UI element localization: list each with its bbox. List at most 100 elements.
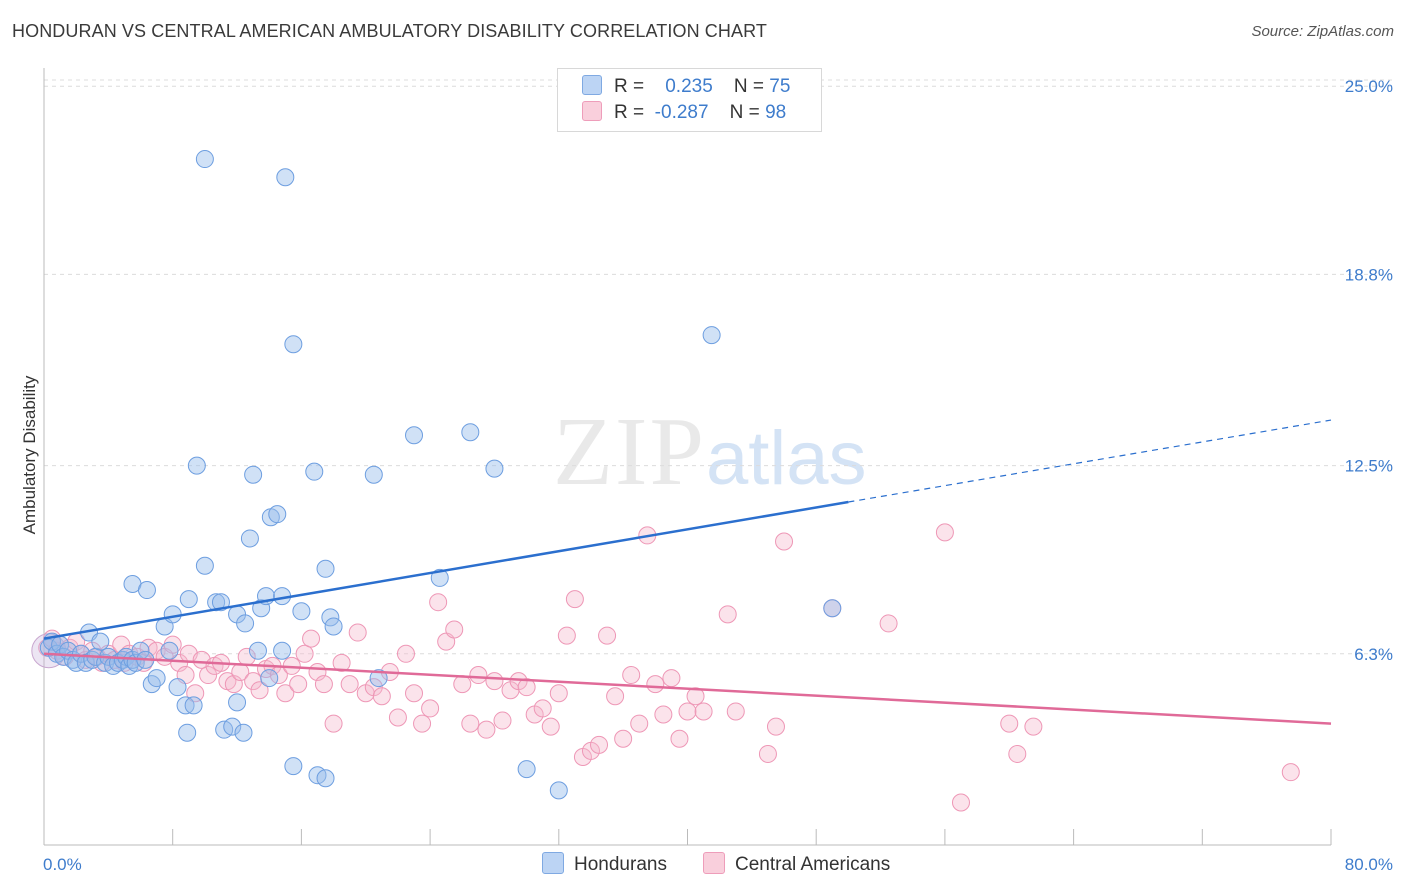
central-american-point xyxy=(935,523,954,542)
legend-n-value-hondurans: 75 xyxy=(769,76,791,97)
central-american-point xyxy=(951,793,970,812)
central-american-point xyxy=(517,678,536,697)
central-american-point xyxy=(766,717,785,736)
honduran-point xyxy=(823,599,842,618)
central-american-point xyxy=(686,687,705,706)
central-american-point xyxy=(557,626,576,645)
honduran-point xyxy=(168,678,187,697)
central-american-point xyxy=(332,653,351,672)
honduran-point xyxy=(284,757,303,776)
bottom-legend-swatch-central-americans xyxy=(703,852,725,874)
honduran-point xyxy=(178,723,197,742)
bottom-legend-label-hondurans: Hondurans xyxy=(574,854,667,875)
chart-title: HONDURAN VS CENTRAL AMERICAN AMBULATORY … xyxy=(12,21,767,41)
central-american-point xyxy=(662,669,681,688)
central-american-point xyxy=(340,675,359,694)
central-american-point xyxy=(670,729,689,748)
honduran-point xyxy=(369,669,388,688)
y-tick-label: 25.0% xyxy=(1345,77,1393,96)
x-max-label: 80.0% xyxy=(1345,855,1393,874)
hondurans-points xyxy=(39,150,842,800)
central-american-point xyxy=(654,705,673,724)
watermark: ZIPatlas xyxy=(553,396,867,508)
central-american-point xyxy=(565,590,584,609)
central-american-point xyxy=(614,729,633,748)
honduran-point xyxy=(316,769,335,788)
central-american-point xyxy=(199,666,218,685)
legend-n-label: N = xyxy=(733,76,765,97)
central-american-point xyxy=(429,593,448,612)
honduran-point xyxy=(252,599,271,618)
central-american-point xyxy=(405,684,424,703)
honduran-point xyxy=(517,760,536,779)
bottom-legend-label-central-americans: Central Americans xyxy=(735,854,891,875)
chart-source: Source: ZipAtlas.com xyxy=(1251,23,1394,40)
central-american-point xyxy=(606,687,625,706)
y-tick-label: 18.8% xyxy=(1345,265,1393,284)
central-american-point xyxy=(775,532,794,551)
honduran-point xyxy=(248,641,267,660)
honduran-point xyxy=(702,326,721,345)
legend-row-central-americans: R = -0.287 N = 98 xyxy=(582,101,786,127)
watermark-atlas: atlas xyxy=(706,416,867,501)
central-american-point xyxy=(396,644,415,663)
legend-r-label: R = xyxy=(614,102,645,123)
watermark-zip: ZIP xyxy=(553,398,706,506)
central-american-point xyxy=(598,626,617,645)
honduran-point xyxy=(316,559,335,578)
y-tick-label: 6.3% xyxy=(1354,645,1393,664)
honduran-point xyxy=(160,641,179,660)
honduran-point xyxy=(137,581,156,600)
central-american-point xyxy=(678,702,697,721)
honduran-point xyxy=(244,465,263,484)
x-min-label: 0.0% xyxy=(43,855,82,874)
honduran-point xyxy=(72,644,91,663)
central-american-point xyxy=(295,644,314,663)
central-american-point xyxy=(549,684,568,703)
honduran-point xyxy=(234,723,253,742)
honduran-point xyxy=(223,717,242,736)
honduran-point xyxy=(184,696,203,715)
legend-n-value-central-americans: 98 xyxy=(765,102,787,123)
x-ticks xyxy=(43,829,1332,845)
y-axis-title: Ambulatory Disability xyxy=(20,375,39,534)
central-american-point xyxy=(469,666,488,685)
central-americans-trend-line xyxy=(43,652,1332,725)
central-americans-points xyxy=(31,523,1300,812)
hondurans-trend-line xyxy=(43,500,849,640)
central-american-point xyxy=(276,684,295,703)
central-american-point xyxy=(630,714,649,733)
central-american-point xyxy=(461,714,480,733)
bottom-legend-central-americans: Central Americans xyxy=(703,852,890,876)
honduran-point xyxy=(236,614,255,633)
central-american-point xyxy=(646,675,665,694)
honduran-point xyxy=(461,423,480,442)
y-tick-labels: 6.3% 12.5% 18.8% 25.0% xyxy=(1345,77,1393,664)
central-american-point xyxy=(1000,714,1019,733)
honduran-point xyxy=(142,675,161,694)
honduran-point xyxy=(284,335,303,354)
central-american-point xyxy=(421,699,440,718)
honduran-point xyxy=(364,465,383,484)
honduran-point xyxy=(91,632,110,651)
central-american-point xyxy=(445,620,464,639)
legend-swatch-hondurans xyxy=(582,75,602,95)
honduran-point xyxy=(147,669,166,688)
y-tick-label: 12.5% xyxy=(1345,457,1393,476)
bottom-legend-hondurans: Hondurans xyxy=(542,852,667,876)
central-american-point xyxy=(324,714,343,733)
central-american-point xyxy=(493,711,512,730)
honduran-point xyxy=(211,593,230,612)
central-american-point xyxy=(590,735,609,754)
central-american-point xyxy=(726,702,745,721)
central-american-point xyxy=(413,714,432,733)
central-american-point xyxy=(314,675,333,694)
honduran-point xyxy=(273,641,292,660)
central-american-point xyxy=(372,687,391,706)
central-american-point xyxy=(879,614,898,633)
honduran-point xyxy=(260,669,279,688)
honduran-point xyxy=(240,529,259,548)
honduran-point xyxy=(276,168,295,187)
central-american-point xyxy=(289,675,308,694)
